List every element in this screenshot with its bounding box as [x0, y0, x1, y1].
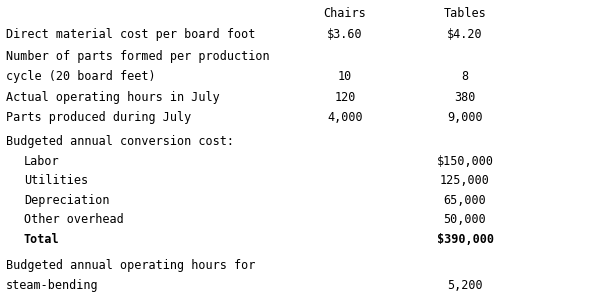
Text: Budgeted annual conversion cost:: Budgeted annual conversion cost:	[6, 135, 234, 148]
Text: Parts produced during July: Parts produced during July	[6, 111, 191, 124]
Text: Labor: Labor	[24, 155, 59, 168]
Text: Depreciation: Depreciation	[24, 194, 110, 207]
Text: 65,000: 65,000	[443, 194, 487, 207]
Text: cycle (20 board feet): cycle (20 board feet)	[6, 70, 155, 83]
Text: 8: 8	[461, 70, 469, 83]
Text: Tables: Tables	[443, 6, 487, 19]
Text: $150,000: $150,000	[437, 155, 493, 168]
Text: steam-bending: steam-bending	[6, 278, 98, 292]
Text: Actual operating hours in July: Actual operating hours in July	[6, 91, 220, 104]
Text: 120: 120	[334, 91, 356, 104]
Text: Number of parts formed per production: Number of parts formed per production	[6, 50, 269, 63]
Text: 4,000: 4,000	[327, 111, 363, 124]
Text: Chairs: Chairs	[323, 6, 367, 19]
Text: Total: Total	[24, 233, 59, 246]
Text: $3.60: $3.60	[327, 28, 363, 41]
Text: Direct material cost per board foot: Direct material cost per board foot	[6, 28, 256, 41]
Text: 9,000: 9,000	[447, 111, 483, 124]
Text: 380: 380	[454, 91, 476, 104]
Text: Utilities: Utilities	[24, 174, 88, 187]
Text: 125,000: 125,000	[440, 174, 490, 187]
Text: 5,200: 5,200	[447, 278, 483, 292]
Text: $390,000: $390,000	[437, 233, 493, 246]
Text: Budgeted annual operating hours for: Budgeted annual operating hours for	[6, 259, 256, 272]
Text: 50,000: 50,000	[443, 213, 487, 226]
Text: 10: 10	[338, 70, 352, 83]
Text: $4.20: $4.20	[447, 28, 483, 41]
Text: Other overhead: Other overhead	[24, 213, 124, 226]
